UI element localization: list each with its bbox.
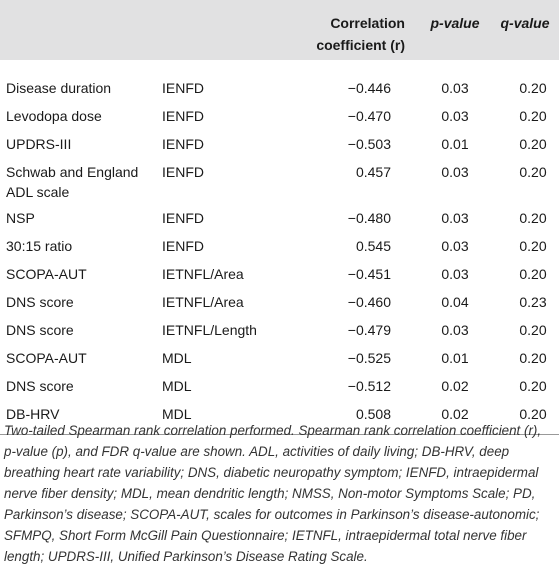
table-row: DNS score MDL −0.512 0.02 0.20 [0,372,559,400]
cell-p-value: 0.02 [419,400,491,435]
table-footnote: Two-tailed Spearman rank correlation per… [4,423,542,564]
table-row: DNS score IETNFL/Area −0.460 0.04 0.23 [0,288,559,316]
cell-q-value: 0.20 [519,108,547,124]
cell-measure: IENFD [162,210,204,226]
table-row: NSP IENFD −0.480 0.03 0.20 [0,204,559,232]
cell-measure: IETNFL/Area [162,294,244,310]
cell-p-value: 0.03 [441,322,469,338]
cell-correlation: −0.503 [347,136,391,152]
table-body: Disease duration IENFD −0.446 0.03 0.20 … [0,60,559,435]
cell-variable: DNS score [6,322,74,338]
table-row: DB-HRV MDL 0.508 0.02 0.20 [0,400,559,435]
cell-variable: SCOPA-AUT [6,266,87,282]
cell-correlation: −0.470 [347,108,391,124]
header-variable [0,0,158,60]
cell-p-value: 0.03 [441,80,469,96]
table-row: DNS score IETNFL/Length −0.479 0.03 0.20 [0,316,559,344]
cell-correlation: −0.446 [347,80,391,96]
cell-q-value: 0.20 [519,238,547,254]
cell-q-value: 0.20 [519,80,547,96]
cell-p-value: 0.03 [441,238,469,254]
cell-p-value: 0.03 [441,164,469,180]
cell-correlation: −0.451 [347,266,391,282]
table-row: Disease duration IENFD −0.446 0.03 0.20 [0,60,559,102]
cell-variable: Levodopa dose [6,108,102,124]
cell-correlation: −0.460 [347,294,391,310]
cell-variable: DNS score [6,378,74,394]
cell-variable: DNS score [6,294,74,310]
cell-q-value: 0.20 [519,210,547,226]
cell-q-value: 0.20 [519,136,547,152]
cell-q-value: 0.20 [519,322,547,338]
cell-correlation: 0.508 [278,400,419,435]
cell-variable: SCOPA-AUT [6,350,87,366]
table-row: Levodopa dose IENFD −0.470 0.03 0.20 [0,102,559,130]
header-p-value: p-value [430,15,480,31]
cell-correlation: 0.457 [355,164,391,180]
cell-q-value: 0.20 [519,378,547,394]
cell-variable: Disease duration [6,80,112,96]
header-correlation: Correlation coefficient (r) [316,15,405,53]
table-row: SCOPA-AUT MDL −0.525 0.01 0.20 [0,344,559,372]
table-row: 30:15 ratio IENFD 0.545 0.03 0.20 [0,232,559,260]
table-row: Schwab and England ADL scale IENFD 0.457… [0,158,559,204]
cell-measure: IETNFL/Area [162,266,244,282]
cell-p-value: 0.03 [441,210,469,226]
cell-p-value: 0.01 [441,350,469,366]
correlation-table: Correlation coefficient (r) p-value q-va… [0,0,559,435]
cell-measure: MDL [158,400,278,435]
cell-p-value: 0.03 [441,108,469,124]
cell-correlation: −0.512 [347,378,391,394]
header-measure [158,0,278,60]
cell-variable: 30:15 ratio [6,238,73,254]
cell-measure: IENFD [162,136,204,152]
cell-variable: NSP [6,210,35,226]
cell-p-value: 0.04 [441,294,469,310]
cell-q-value: 0.20 [519,164,547,180]
cell-q-value: 0.20 [519,350,547,366]
cell-variable: DB-HRV [0,400,158,435]
cell-measure: MDL [162,378,192,394]
cell-measure: IENFD [162,238,204,254]
cell-p-value: 0.03 [441,266,469,282]
cell-q-value: 0.20 [519,266,547,282]
cell-correlation: −0.525 [347,350,391,366]
table-header: Correlation coefficient (r) p-value q-va… [0,0,559,60]
table-row: SCOPA-AUT IETNFL/Area −0.451 0.03 0.20 [0,260,559,288]
cell-measure: IETNFL/Length [162,322,257,338]
table-row: UPDRS-III IENFD −0.503 0.01 0.20 [0,130,559,158]
cell-measure: IENFD [162,80,204,96]
header-q-value: q-value [500,15,550,31]
cell-correlation: 0.545 [355,238,391,254]
cell-q-value: 0.23 [519,294,547,310]
cell-q-value: 0.20 [491,400,559,435]
cell-correlation: −0.479 [347,322,391,338]
cell-p-value: 0.01 [441,136,469,152]
cell-variable: UPDRS-III [6,136,72,152]
cell-measure: IENFD [162,164,204,180]
cell-measure: MDL [162,350,192,366]
cell-correlation: −0.480 [347,210,391,226]
cell-p-value: 0.02 [441,378,469,394]
cell-variable: Schwab and England ADL scale [6,164,139,200]
cell-measure: IENFD [162,108,204,124]
